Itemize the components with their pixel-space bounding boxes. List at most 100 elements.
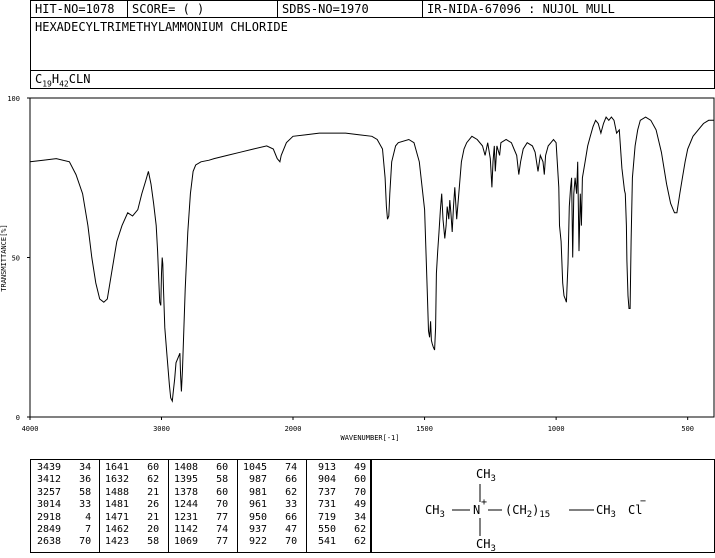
- x-tick-label: 4000: [22, 425, 39, 433]
- peak-transmittance: 62: [267, 486, 298, 498]
- molecular-formula: C19H42CLN: [35, 72, 91, 89]
- peak-transmittance: 36: [61, 474, 92, 486]
- ir-info: IR-NIDA-67096 : NUJOL MULL: [427, 2, 615, 16]
- peak-wavenumber: 3257: [37, 486, 62, 498]
- y-axis-label: TRANSMITTANCE[%]: [0, 224, 8, 291]
- peak-wavenumber: 937: [243, 524, 268, 536]
- peak-transmittance: 70: [267, 536, 298, 548]
- methyl-top: CH3: [476, 467, 496, 484]
- positive-charge: +: [481, 497, 487, 508]
- peak-wavenumber: 731: [312, 499, 337, 511]
- peak-transmittance: 34: [336, 511, 367, 523]
- peak-transmittance: 62: [336, 536, 367, 548]
- methylene-chain: (CH2)15: [505, 503, 550, 520]
- table-column-divider: [168, 460, 169, 552]
- peak-transmittance: 60: [129, 462, 160, 473]
- y-tick-label: 0: [16, 414, 20, 422]
- methyl-left: CH3: [425, 503, 445, 520]
- peak-row: 1641 60: [105, 462, 165, 474]
- peak-transmittance: 66: [267, 474, 298, 486]
- peak-row: 2918 4: [37, 512, 97, 524]
- peak-row: 1244 70: [174, 499, 234, 511]
- table-column-divider: [306, 460, 307, 552]
- peak-row: 3439 34: [37, 462, 97, 474]
- peak-row: 1069 77: [174, 536, 234, 548]
- peak-wavenumber: 719: [312, 511, 337, 523]
- peak-transmittance: 4: [61, 511, 92, 523]
- peak-row: 737 70: [312, 487, 372, 499]
- peak-transmittance: 33: [61, 499, 92, 511]
- peak-row: 1462 20: [105, 524, 165, 536]
- peak-row: 1488 21: [105, 487, 165, 499]
- peak-row: 1231 77: [174, 512, 234, 524]
- peak-wavenumber: 1423: [105, 536, 130, 548]
- peak-transmittance: 20: [129, 524, 160, 536]
- peak-row: 1045 74: [243, 462, 303, 474]
- sdbs-number: SDBS-NO=1970: [278, 1, 423, 18]
- peak-row: 1408 60: [174, 462, 234, 474]
- peak-wavenumber: 1641: [105, 462, 130, 473]
- peak-wavenumber: 550: [312, 524, 337, 536]
- score-field: SCORE= ( ): [128, 1, 278, 18]
- divider: [31, 70, 714, 71]
- peak-row: 922 70: [243, 536, 303, 548]
- peak-wavenumber: 1069: [174, 536, 199, 548]
- peak-wavenumber: 3439: [37, 462, 62, 473]
- peak-row: 1378 60: [174, 487, 234, 499]
- peak-row: 2638 70: [37, 536, 97, 548]
- hit-number: HIT-NO=1078: [31, 1, 128, 18]
- peak-wavenumber: 1045: [243, 462, 268, 473]
- peak-row: 1142 74: [174, 524, 234, 536]
- peak-wavenumber: 981: [243, 486, 268, 498]
- peak-wavenumber: 3412: [37, 474, 62, 486]
- peak-transmittance: 49: [336, 499, 367, 511]
- structure-box: CH3 CH3 N + (CH2)15 CH3 CH3 Cl −: [371, 459, 715, 554]
- peak-column: 913 49 904 60 737 70 731 49 719 34 550 6…: [312, 462, 372, 549]
- peak-transmittance: 66: [267, 511, 298, 523]
- peak-transmittance: 62: [336, 524, 367, 536]
- peak-transmittance: 34: [61, 462, 92, 473]
- peak-table: 3439 34 3412 36 3257 58 3014 33 2918 4 2849 7…: [30, 459, 371, 553]
- peak-wavenumber: 1481: [105, 499, 130, 511]
- peak-transmittance: 60: [198, 486, 229, 498]
- peak-wavenumber: 1462: [105, 524, 130, 536]
- peak-wavenumber: 1244: [174, 499, 199, 511]
- peak-wavenumber: 950: [243, 511, 268, 523]
- peak-transmittance: 21: [129, 486, 160, 498]
- x-tick-label: 500: [681, 425, 694, 433]
- table-column-divider: [99, 460, 100, 552]
- peak-row: 3014 33: [37, 499, 97, 511]
- peak-transmittance: 70: [198, 499, 229, 511]
- peak-wavenumber: 1378: [174, 486, 199, 498]
- peak-transmittance: 49: [336, 462, 367, 473]
- peak-transmittance: 33: [267, 499, 298, 511]
- plot-frame: [29, 97, 715, 418]
- peak-transmittance: 58: [198, 474, 229, 486]
- methyl-end: CH3: [596, 503, 616, 520]
- peak-wavenumber: 1395: [174, 474, 199, 486]
- peak-row: 1395 58: [174, 474, 234, 486]
- compound-name: HEXADECYLTRIMETHYLAMMONIUM CHLORIDE: [35, 20, 288, 34]
- peak-row: 541 62: [312, 536, 372, 548]
- peak-transmittance: 21: [129, 511, 160, 523]
- peak-row: 3412 36: [37, 474, 97, 486]
- peak-transmittance: 58: [129, 536, 160, 548]
- peak-row: 987 66: [243, 474, 303, 486]
- peak-row: 1423 58: [105, 536, 165, 548]
- peak-row: 719 34: [312, 512, 372, 524]
- peak-row: 3257 58: [37, 487, 97, 499]
- peak-row: 1632 62: [105, 474, 165, 486]
- peak-wavenumber: 2638: [37, 536, 62, 548]
- peak-transmittance: 7: [61, 524, 92, 536]
- peak-row: 731 49: [312, 499, 372, 511]
- peak-wavenumber: 1408: [174, 462, 199, 473]
- peak-wavenumber: 3014: [37, 499, 62, 511]
- peak-row: 1471 21: [105, 512, 165, 524]
- peak-column: 1408 60 1395 58 1378 60 1244 70 1231 77 1142 …: [174, 462, 234, 549]
- peak-row: 981 62: [243, 487, 303, 499]
- y-tick-label: 100: [7, 95, 20, 103]
- peak-wavenumber: 913: [312, 462, 337, 473]
- peak-transmittance: 26: [129, 499, 160, 511]
- peak-column: 3439 34 3412 36 3257 58 3014 33 2918 4 2849 7…: [37, 462, 97, 549]
- peak-wavenumber: 961: [243, 499, 268, 511]
